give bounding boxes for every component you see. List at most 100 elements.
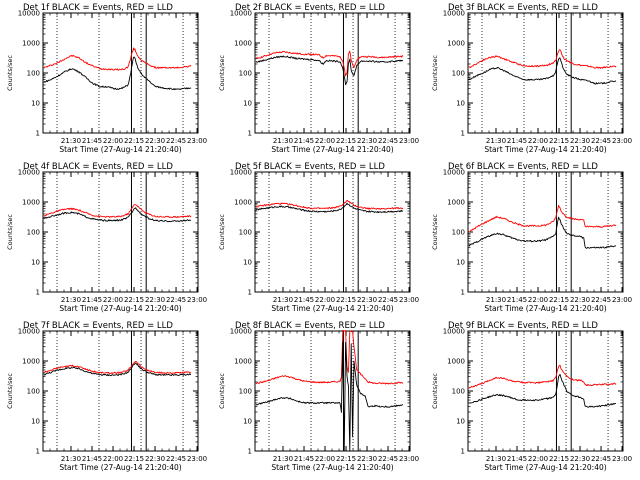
x-tick-label: 22:00 (103, 137, 123, 145)
chart-title: Det 5f BLACK = Events, RED = LLD (235, 162, 385, 172)
x-tick-label: 22:30 (570, 296, 590, 304)
y-tick-label: 10 (243, 418, 252, 426)
events-series-line (468, 57, 617, 85)
x-tick-label: 21:45 (294, 455, 314, 463)
x-axis-label: Start Time (27-Aug-14 21:20:40) (271, 463, 393, 472)
x-tick-label: 22:30 (357, 455, 377, 463)
chart-panel-6: Det 6f BLACK = Events, RED = LLD 1 10 100 10… (431, 162, 632, 313)
x-tick-label: 22:15 (336, 137, 356, 145)
events-series-line (468, 373, 616, 408)
y-tick-label: 10000 (230, 10, 252, 18)
x-axis-label: Start Time (27-Aug-14 21:20:40) (59, 304, 181, 313)
x-tick-label: 22:15 (549, 296, 569, 304)
x-axis-label: Start Time (27-Aug-14 21:20:40) (271, 304, 393, 313)
x-tick-label: 21:45 (82, 296, 102, 304)
y-tick-label: 1000 (447, 40, 465, 48)
x-tick-label: 21:30 (61, 455, 81, 463)
plot-frame (254, 12, 411, 134)
x-tick-label: 22:15 (124, 137, 144, 145)
y-tick-label: 10 (31, 418, 40, 426)
events-series-line (255, 55, 404, 86)
x-tick-label: 22:45 (591, 137, 611, 145)
y-axis-label: Counts/sec (218, 55, 226, 91)
lld-series-line (468, 364, 617, 389)
y-tick-label: 1000 (234, 199, 252, 207)
y-tick-label: 1 (248, 130, 252, 138)
plot-frame (467, 171, 624, 293)
x-tick-label: 23:00 (399, 455, 419, 463)
y-tick-label: 100 (239, 70, 252, 78)
events-series-line (43, 56, 192, 91)
y-tick-label: 1000 (447, 358, 465, 366)
x-tick-label: 22:15 (549, 455, 569, 463)
y-tick-label: 1000 (22, 199, 40, 207)
lld-series-line (43, 361, 192, 375)
events-series-line (468, 216, 617, 249)
chart-title: Det 1f BLACK = Events, RED = LLD (23, 3, 173, 13)
x-tick-label: 23:00 (187, 455, 207, 463)
chart-title: Det 4f BLACK = Events, RED = LLD (23, 162, 173, 172)
x-tick-label: 21:30 (61, 137, 81, 145)
y-tick-label: 1 (36, 289, 40, 297)
lld-series-line (468, 49, 617, 69)
y-tick-label: 1 (461, 289, 465, 297)
y-axis-label: Counts/sec (431, 214, 439, 250)
events-series-line (43, 362, 192, 377)
x-tick-label: 21:45 (294, 137, 314, 145)
y-tick-label: 100 (452, 229, 465, 237)
lld-series-line (255, 329, 404, 385)
x-tick-label: 22:30 (357, 137, 377, 145)
x-tick-label: 22:00 (103, 296, 123, 304)
plot-frame (254, 330, 411, 452)
lld-series-line (43, 47, 192, 71)
x-tick-label: 21:30 (486, 137, 506, 145)
events-series-line (43, 207, 192, 223)
y-tick-label: 10 (243, 259, 252, 267)
y-tick-label: 10 (31, 100, 40, 108)
x-tick-label: 22:45 (378, 455, 398, 463)
events-series-line (255, 341, 404, 452)
y-axis-label: Counts/sec (218, 214, 226, 250)
x-tick-label: 22:30 (357, 296, 377, 304)
plot-frame (42, 330, 199, 452)
y-tick-label: 1000 (447, 199, 465, 207)
plot-frame (42, 12, 199, 134)
chart-panel-3: Det 3f BLACK = Events, RED = LLD 1 10 100 10… (431, 3, 632, 154)
x-tick-label: 22:00 (528, 455, 548, 463)
lld-series-line (468, 204, 617, 233)
x-tick-label: 23:00 (612, 137, 632, 145)
chart-title: Det 6f BLACK = Events, RED = LLD (448, 162, 598, 172)
x-tick-label: 22:30 (570, 137, 590, 145)
x-tick-label: 22:15 (549, 137, 569, 145)
chart-panel-2: Det 2f BLACK = Events, RED = LLD 1 10 100 10… (218, 3, 419, 154)
x-tick-label: 21:30 (61, 296, 81, 304)
x-tick-label: 21:45 (294, 296, 314, 304)
y-tick-label: 10 (456, 100, 465, 108)
chart-title: Det 7f BLACK = Events, RED = LLD (23, 321, 173, 331)
y-tick-label: 100 (452, 70, 465, 78)
x-tick-label: 22:45 (166, 137, 186, 145)
x-tick-label: 22:30 (145, 296, 165, 304)
x-axis-label: Start Time (27-Aug-14 21:20:40) (484, 145, 606, 154)
y-tick-label: 1 (248, 289, 252, 297)
y-axis-label: Counts/sec (431, 55, 439, 91)
y-tick-label: 10000 (443, 10, 465, 18)
chart-panel-5: Det 5f BLACK = Events, RED = LLD 1 10 100 10… (218, 162, 419, 313)
x-tick-label: 21:45 (82, 137, 102, 145)
x-tick-label: 22:30 (570, 455, 590, 463)
x-axis-label: Start Time (27-Aug-14 21:20:40) (59, 463, 181, 472)
x-tick-label: 23:00 (612, 296, 632, 304)
y-tick-label: 10000 (18, 169, 40, 177)
y-tick-label: 100 (239, 388, 252, 396)
x-tick-label: 21:30 (273, 455, 293, 463)
x-axis-label: Start Time (27-Aug-14 21:20:40) (484, 304, 606, 313)
events-series-line (255, 202, 404, 214)
x-axis-label: Start Time (27-Aug-14 21:20:40) (59, 145, 181, 154)
y-tick-label: 1 (461, 448, 465, 456)
y-tick-label: 10000 (18, 10, 40, 18)
x-tick-label: 23:00 (612, 455, 632, 463)
y-tick-label: 100 (239, 229, 252, 237)
chart-panel-1: Det 1f BLACK = Events, RED = LLD 1 10 100 10… (6, 3, 207, 154)
x-tick-label: 21:45 (507, 137, 527, 145)
lld-series-line (255, 199, 404, 210)
